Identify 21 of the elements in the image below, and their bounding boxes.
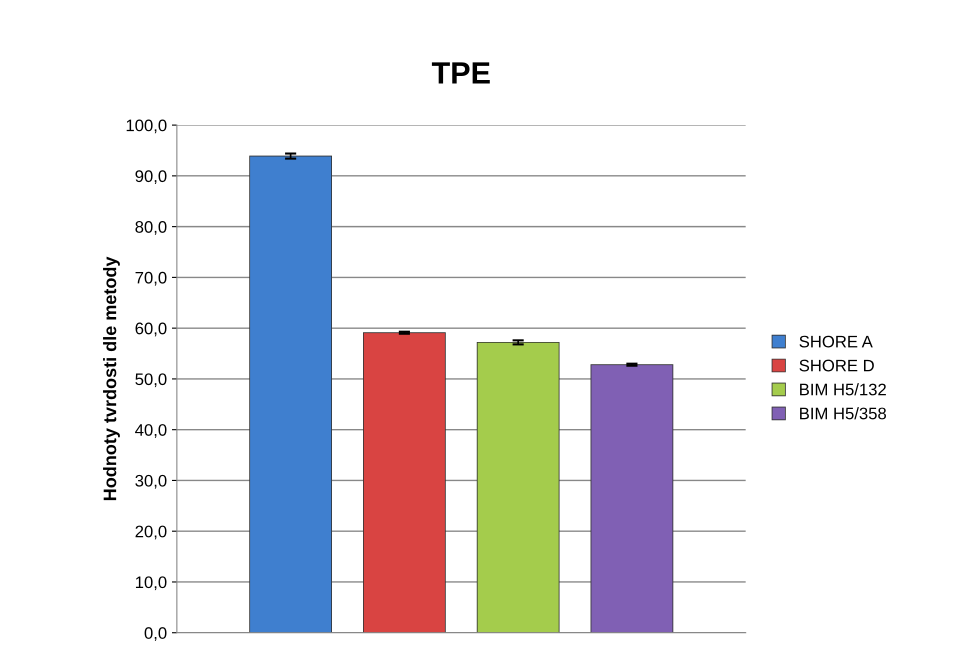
chart-title: TPE <box>432 62 490 84</box>
y-axis-title: Hodnoty tvrdosti dle metody <box>103 256 120 500</box>
y-tick-label: 80,0 <box>135 221 166 235</box>
y-tick-label: 40,0 <box>135 424 166 438</box>
y-tick-label: 100,0 <box>126 120 166 134</box>
y-tick-label: 50,0 <box>135 373 166 388</box>
legend-label: SHORE D <box>799 360 874 372</box>
legend-label: BIM H5/358 <box>800 407 886 420</box>
y-tick-label: 20,0 <box>136 526 166 540</box>
y-tick-label: 90,0 <box>135 170 166 184</box>
y-tick-label: 0,0 <box>144 627 166 641</box>
legend-label: SHORE A <box>799 336 873 348</box>
bar <box>590 364 674 633</box>
bar <box>363 332 446 633</box>
y-tick-label: 30,0 <box>135 474 166 489</box>
legend-label: BIM H5/132 <box>800 383 886 396</box>
bar <box>476 342 560 633</box>
y-tick-label: 60,0 <box>136 322 166 336</box>
y-tick-label: 10,0 <box>136 576 166 590</box>
y-tick-label: 70,0 <box>136 272 166 286</box>
bar <box>249 156 332 633</box>
